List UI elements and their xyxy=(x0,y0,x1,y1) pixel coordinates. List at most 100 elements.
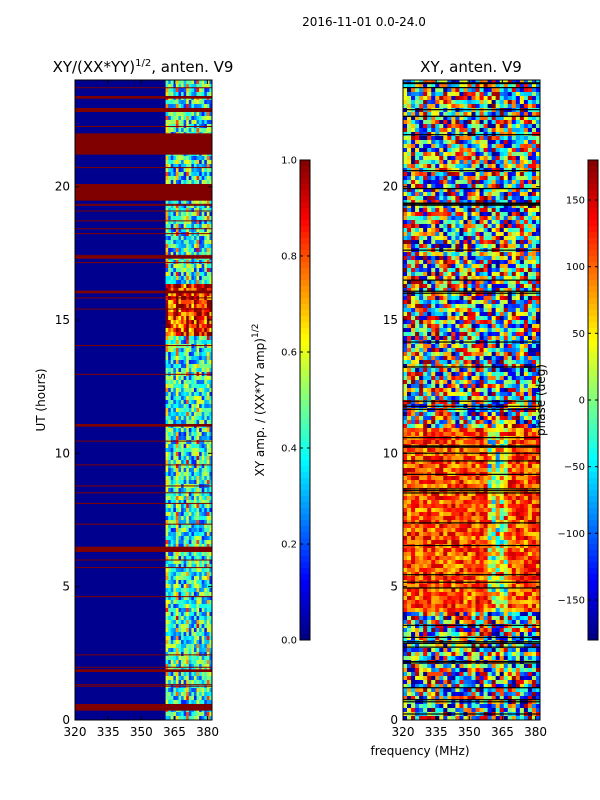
phase-cell xyxy=(475,156,480,161)
amp-cell xyxy=(186,420,190,425)
phase-cell xyxy=(527,264,533,269)
amp-cell xyxy=(183,680,187,685)
amp-colorbar-swatch xyxy=(300,358,310,365)
amp-cell xyxy=(188,608,192,613)
phase-cell xyxy=(431,284,436,289)
phase-cell xyxy=(507,200,513,205)
amp-cell xyxy=(168,576,172,581)
amp-cell xyxy=(173,432,177,437)
amp-cell xyxy=(168,604,172,609)
amp-cell xyxy=(173,212,177,217)
amp-cell xyxy=(193,380,197,385)
phase-cell xyxy=(487,104,493,109)
amp-cell xyxy=(183,100,187,105)
amp-cell xyxy=(201,448,205,453)
amp-cell xyxy=(196,536,200,541)
phase-cell xyxy=(423,152,428,157)
phase-cell xyxy=(459,228,464,233)
phase-cell xyxy=(423,216,428,221)
phase-cell xyxy=(467,188,472,193)
amp-cell xyxy=(170,468,174,473)
amp-cell xyxy=(183,676,187,681)
amp-flagged-line xyxy=(75,262,212,264)
phase-cell xyxy=(527,244,533,249)
amp-cell xyxy=(183,244,187,249)
phase-cell xyxy=(531,208,537,213)
phase-cell xyxy=(531,280,537,285)
amp-cell xyxy=(173,308,177,313)
amp-cell xyxy=(191,628,195,633)
amp-cell xyxy=(181,592,185,597)
phase-cell xyxy=(523,192,529,197)
amp-cell xyxy=(201,620,205,625)
phase-cell xyxy=(467,172,472,177)
phase-cell xyxy=(455,156,460,161)
amp-cell xyxy=(209,280,213,285)
phase-cell xyxy=(463,300,468,305)
phase-cell xyxy=(459,156,464,161)
amp-cell xyxy=(199,408,203,413)
phase-cell xyxy=(439,192,444,197)
amp-cell xyxy=(193,692,197,697)
phase-cell xyxy=(471,112,476,117)
phase-cell xyxy=(515,188,521,193)
amp-cell xyxy=(178,516,182,521)
amp-cell xyxy=(209,116,213,121)
phase-cell xyxy=(479,80,484,85)
amp-cell xyxy=(188,440,192,445)
phase-cell xyxy=(459,116,464,121)
amp-cell xyxy=(183,324,187,329)
phase-cell xyxy=(515,180,521,185)
amp-cell xyxy=(173,248,177,253)
phase-cell xyxy=(447,204,452,209)
phase-cell xyxy=(403,244,408,249)
amp-cell xyxy=(206,492,210,497)
amp-cell xyxy=(196,248,200,253)
amp-flagged-line xyxy=(75,199,212,201)
phase-cell xyxy=(419,180,424,185)
amp-cell xyxy=(199,544,203,549)
amp-cell xyxy=(204,412,208,417)
amp-cell xyxy=(175,340,179,345)
phase-cell xyxy=(495,296,501,301)
amp-cell xyxy=(193,220,197,225)
amp-cell xyxy=(170,204,174,209)
phase-cell xyxy=(491,140,497,145)
amp-cell xyxy=(196,88,200,93)
amp-cell xyxy=(206,632,210,637)
phase-cell xyxy=(535,104,541,109)
amp-cell xyxy=(170,556,174,561)
amp-cell xyxy=(173,380,177,385)
amp-cell xyxy=(181,384,185,389)
amp-cell xyxy=(209,328,213,333)
amp-cell xyxy=(209,488,213,493)
amp-cell xyxy=(165,288,169,293)
phase-cell xyxy=(443,292,448,297)
phase-cell xyxy=(511,112,517,117)
amp-cell xyxy=(188,268,192,273)
amp-cell xyxy=(199,680,203,685)
amp-cell xyxy=(209,540,213,545)
amp-cell xyxy=(204,376,208,381)
phase-cell xyxy=(515,120,521,125)
phase-cell xyxy=(439,240,444,245)
amp-cell xyxy=(181,504,185,509)
amp-cell xyxy=(188,272,192,277)
amp-cell xyxy=(173,252,177,257)
phase-cell xyxy=(451,96,456,101)
amp-cell xyxy=(183,92,187,97)
amp-cell xyxy=(204,292,208,297)
phase-cell xyxy=(495,120,501,125)
amp-cell xyxy=(188,360,192,365)
phase-cell xyxy=(443,256,448,261)
amp-cell xyxy=(175,516,179,521)
amp-cell xyxy=(173,552,177,557)
amp-cell xyxy=(173,504,177,509)
phase-cell xyxy=(487,256,493,261)
phase-cell xyxy=(487,112,493,117)
amp-cell xyxy=(188,252,192,257)
phase-cell xyxy=(483,84,489,89)
amp-cell xyxy=(186,624,190,629)
phase-cell xyxy=(531,96,537,101)
amp-cell xyxy=(209,504,213,509)
